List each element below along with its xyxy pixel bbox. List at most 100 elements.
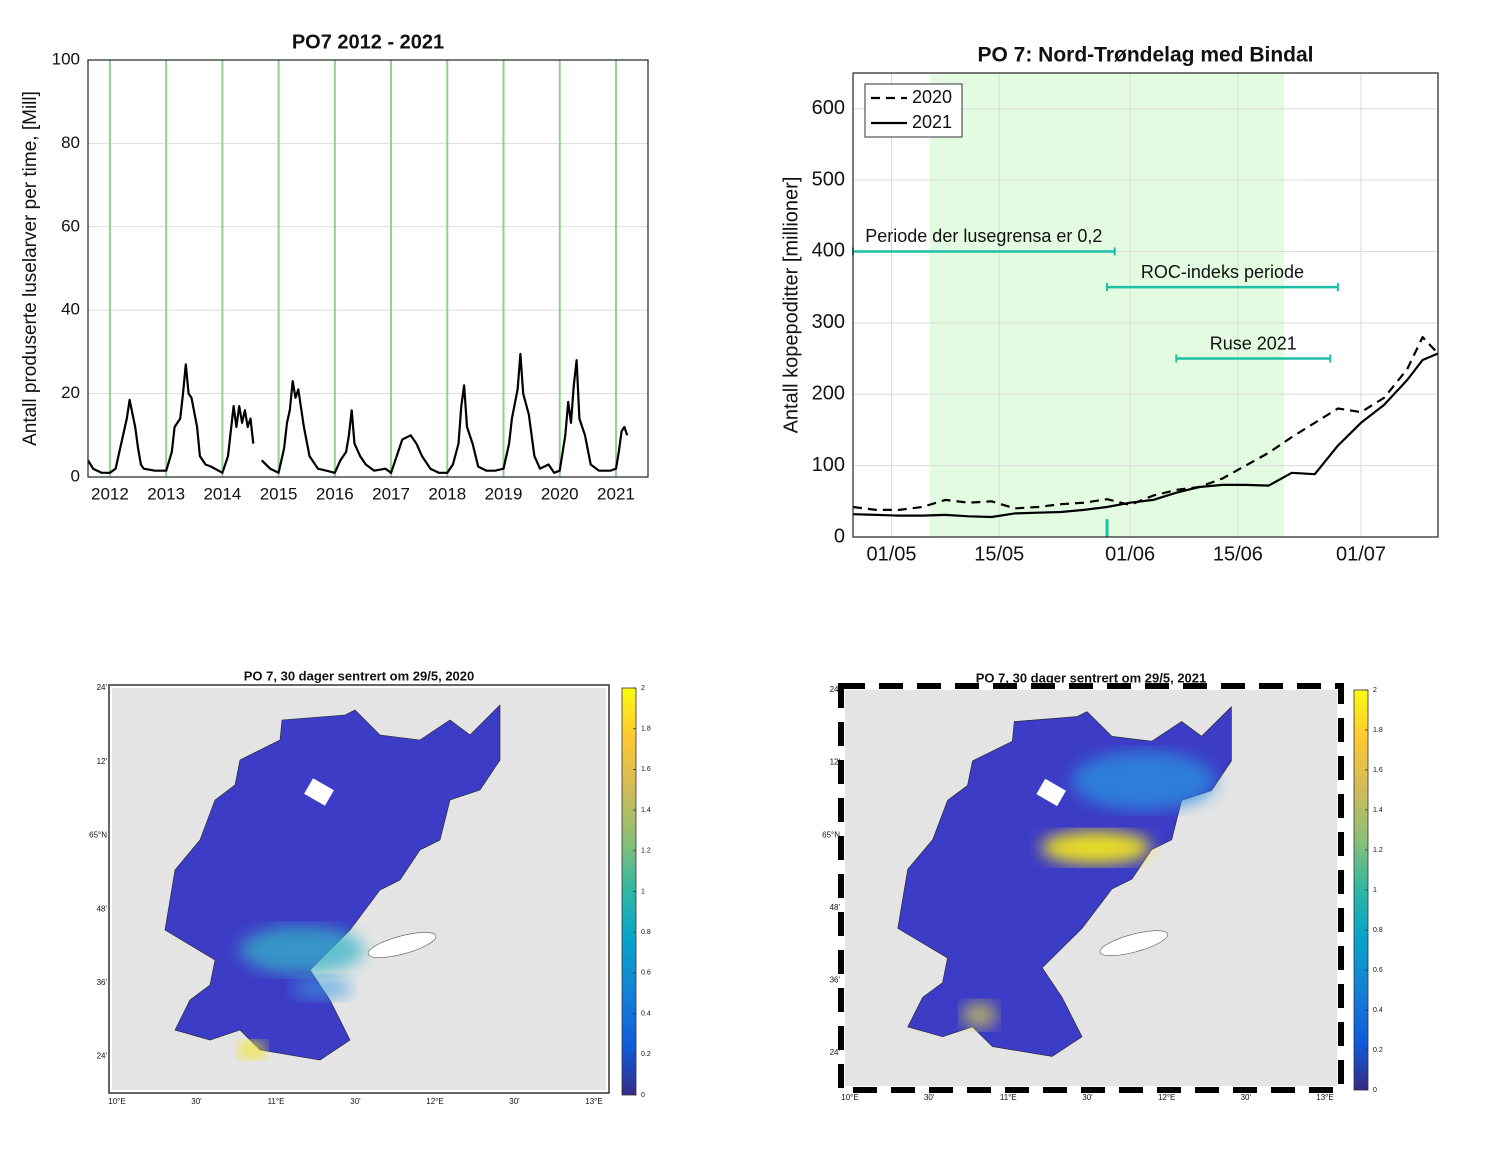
lon-label: 13°E (1316, 1093, 1333, 1102)
legend-label: 2021 (912, 112, 952, 132)
x-tick-label: 15/06 (1213, 543, 1263, 565)
lat-label: 24' (830, 1048, 841, 1057)
colorbar-tick-label: 0.6 (1373, 967, 1383, 974)
colorbar-tick-label: 2 (1373, 687, 1377, 694)
colorbar-tick-label: 1.6 (641, 766, 651, 773)
y-tick-label: 300 (812, 311, 845, 333)
lon-label: 30' (1082, 1093, 1093, 1102)
y-tick-label: 100 (812, 454, 845, 476)
lat-label: 24' (97, 683, 108, 692)
lake (367, 932, 437, 958)
lat-label: 48' (97, 904, 108, 913)
lon-label: 30' (924, 1093, 935, 1102)
y-tick-label: 20 (61, 383, 80, 402)
concentration-patch (1041, 830, 1151, 865)
lon-label: 13°E (585, 1097, 602, 1106)
lon-label: 10°E (841, 1093, 858, 1102)
y-axis-label: Antall kopepoditter [millioner] (780, 177, 802, 434)
colorbar-tick-label: 2 (641, 685, 645, 692)
y-tick-label: 40 (61, 300, 80, 319)
y-tick-label: 80 (61, 133, 80, 152)
concentration-patch (1072, 751, 1216, 811)
y-tick-label: 200 (812, 383, 845, 405)
colorbar-tick-label: 0.8 (641, 929, 651, 936)
colorbar-tick-label: 0.2 (1373, 1047, 1383, 1054)
lon-label: 30' (191, 1097, 202, 1106)
plot-frame (852, 72, 1439, 538)
colorbar-tick-label: 1 (1373, 887, 1377, 894)
lon-label: 10°E (108, 1097, 125, 1106)
y-tick-label: 100 (52, 49, 80, 68)
series-line (852, 336, 1439, 511)
x-tick-label: 2012 (91, 484, 129, 503)
annotation-label: ROC-indeks periode (1141, 262, 1304, 282)
y-tick-label: 500 (812, 168, 845, 190)
x-tick-label: 15/05 (974, 543, 1024, 565)
x-tick-label: 2018 (428, 484, 466, 503)
lon-label: 30' (1241, 1093, 1252, 1102)
x-tick-label: 2013 (147, 484, 185, 503)
lat-label: 65°N (822, 830, 840, 839)
annotation-label: Periode der lusegrensa er 0,2 (865, 226, 1102, 246)
lon-label: 12°E (426, 1097, 443, 1106)
lat-label: 24' (97, 1052, 108, 1061)
colorbar-tick-label: 0 (1373, 1087, 1377, 1094)
colorbar-tick-label: 0.6 (641, 970, 651, 977)
map-frame (108, 684, 610, 1094)
y-tick-label: 60 (61, 216, 80, 235)
colorbar-tick-label: 1.4 (1373, 807, 1383, 814)
concentration-patch (292, 976, 352, 1000)
lat-label: 36' (97, 978, 108, 987)
x-tick-label: 01/06 (1105, 543, 1155, 565)
colorbar-tick-label: 1.6 (1373, 767, 1383, 774)
chart-title: PO 7: Nord-Trøndelag med Bindal (977, 44, 1313, 67)
colorbar-tick-label: 0.4 (1373, 1007, 1383, 1014)
colorbar-tick-label: 1.4 (641, 807, 651, 814)
map-title: PO 7, 30 dager sentrert om 29/5, 2020 (244, 668, 475, 683)
x-tick-label: 01/07 (1336, 543, 1386, 565)
concentration-patch (240, 926, 364, 974)
concentration-patch (238, 1041, 266, 1059)
lon-label: 30' (509, 1097, 520, 1106)
y-tick-label: 400 (812, 240, 845, 262)
legend-label: 2020 (912, 87, 952, 107)
chart-title: PO7 2012 - 2021 (292, 31, 444, 53)
lake (1099, 930, 1168, 956)
colorbar-tick-label: 0.4 (641, 1010, 651, 1017)
lon-label: 30' (350, 1097, 361, 1106)
concentration-patch (961, 1001, 998, 1029)
x-tick-label: 2014 (203, 484, 241, 503)
x-tick-label: 2017 (372, 484, 410, 503)
plot-area (88, 60, 648, 477)
y-tick-label: 0 (834, 525, 845, 547)
lat-label: 12' (830, 758, 841, 767)
colorbar-tick-label: 1.8 (1373, 727, 1383, 734)
x-tick-label: 2019 (485, 484, 523, 503)
island (1036, 778, 1066, 807)
annotation-label: Ruse 2021 (1210, 333, 1297, 353)
map-frame (838, 683, 1344, 1093)
plot-frame (87, 59, 649, 478)
colorbar-tick-label: 1 (641, 888, 645, 895)
shaded-period (929, 73, 1285, 537)
x-tick-label: 2016 (316, 484, 354, 503)
map-title: PO 7, 30 dager sentrert om 29/5, 2021 (976, 670, 1207, 685)
lon-label: 11°E (1000, 1093, 1017, 1102)
lon-label: 11°E (268, 1097, 285, 1106)
island (304, 778, 334, 806)
lat-label: 36' (830, 976, 841, 985)
colorbar-tick-label: 1.2 (1373, 847, 1383, 854)
lat-label: 24' (830, 685, 841, 694)
colorbar-tick-label: 0 (641, 1092, 645, 1099)
lon-label: 12°E (1158, 1093, 1175, 1102)
y-tick-label: 600 (812, 97, 845, 119)
x-tick-label: 01/05 (866, 543, 916, 565)
legend-box (864, 83, 963, 138)
lat-label: 12' (97, 757, 108, 766)
y-tick-label: 0 (71, 466, 80, 485)
lat-label: 48' (830, 903, 841, 912)
colorbar-tick-label: 0.8 (1373, 927, 1383, 934)
y-axis-label: Antall produserte luselarver per time, [… (20, 91, 41, 446)
series-line (852, 352, 1439, 519)
